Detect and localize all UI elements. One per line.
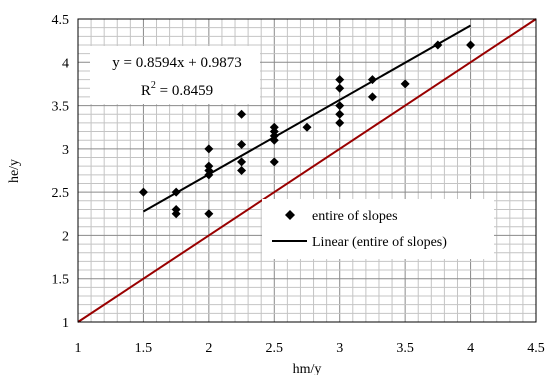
r-superscript: 2 xyxy=(151,80,156,91)
trendline-equation: y = 0.8594x + 0.9873 xyxy=(112,55,241,71)
plot-frame xyxy=(77,18,537,323)
y-tick-label: 2 xyxy=(62,229,69,244)
data-point xyxy=(335,75,345,85)
data-point xyxy=(269,157,279,167)
y-tick-label: 4 xyxy=(62,56,69,71)
y-tick-labels: 1 1.5 2 2.5 3 3.5 4 4.5 xyxy=(52,13,70,331)
data-points xyxy=(138,40,476,219)
legend-diamond-marker xyxy=(285,210,295,220)
legend-box xyxy=(262,199,494,259)
legend-label-series: entire of slopes xyxy=(312,209,398,224)
x-tick-label: 2.5 xyxy=(266,341,284,356)
x-axis-title: hm/y xyxy=(293,362,322,375)
data-point xyxy=(433,40,443,50)
data-point xyxy=(335,83,345,93)
data-point xyxy=(400,79,410,89)
y-axis-title: he/y xyxy=(7,159,22,183)
x-tick-label: 3 xyxy=(336,341,343,356)
data-point xyxy=(204,170,214,180)
x-tick-label: 1.5 xyxy=(135,341,153,356)
x-tick-label: 1 xyxy=(75,341,82,356)
reference-line xyxy=(77,18,537,323)
data-point xyxy=(302,122,312,132)
data-point xyxy=(335,118,345,128)
y-tick-label: 1.5 xyxy=(52,273,70,288)
y-tick-label: 3.5 xyxy=(52,100,70,115)
data-point xyxy=(367,92,377,102)
x-tick-label: 4.5 xyxy=(527,341,545,356)
data-point xyxy=(138,187,148,197)
data-point xyxy=(367,75,377,85)
data-point xyxy=(335,101,345,111)
r-value: = 0.8459 xyxy=(156,83,213,99)
y-tick-label: 1 xyxy=(62,316,69,331)
data-point xyxy=(237,109,247,119)
data-point xyxy=(269,135,279,145)
y-tick-label: 2.5 xyxy=(52,186,70,201)
data-point xyxy=(171,187,181,197)
r-squared-label: R2 = 0.8459 xyxy=(141,80,213,99)
legend: entire of slopes Linear (entire of slope… xyxy=(262,199,494,259)
r-label: R xyxy=(141,83,151,99)
data-point xyxy=(237,140,247,150)
data-point xyxy=(335,109,345,119)
data-point xyxy=(237,157,247,167)
legend-label-trendline: Linear (entire of slopes) xyxy=(312,235,447,250)
x-tick-label: 2 xyxy=(205,341,212,356)
y-tick-label: 3 xyxy=(62,143,69,158)
x-tick-label: 3.5 xyxy=(396,341,414,356)
trendline xyxy=(142,24,472,213)
equation-box: y = 0.8594x + 0.9873 R2 = 0.8459 xyxy=(90,46,260,104)
data-point xyxy=(171,209,181,219)
y-tick-label: 4.5 xyxy=(52,13,70,28)
data-point xyxy=(466,40,476,50)
reference-line-layer xyxy=(77,18,537,323)
data-point xyxy=(204,144,214,154)
trendline-layer xyxy=(142,24,472,213)
x-tick-label: 4 xyxy=(467,341,474,356)
x-tick-labels: 1 1.5 2 2.5 3 3.5 4 4.5 xyxy=(75,341,545,356)
data-point xyxy=(237,166,247,175)
data-point xyxy=(204,209,214,219)
